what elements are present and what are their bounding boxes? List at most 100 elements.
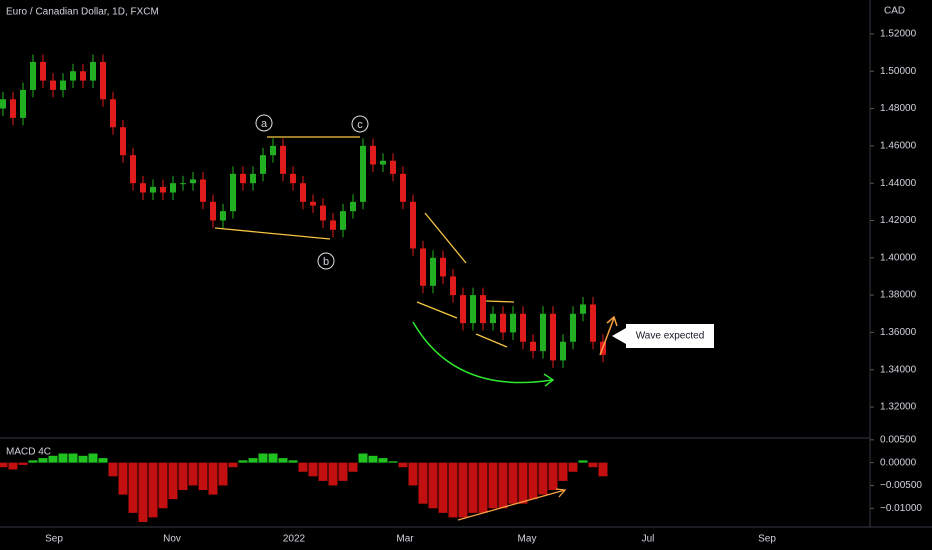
histogram-bar [508,462,518,504]
candle-body [240,173,246,184]
candle-body [280,145,286,174]
histogram-bar [188,462,198,486]
histogram-bar [458,462,468,518]
macd-arrow [457,488,567,521]
histogram-bar [38,458,48,463]
candle-body [440,257,446,277]
candle-body [500,313,506,333]
candle-body [350,201,356,212]
callout [612,324,714,348]
candle-body [170,183,176,193]
histogram-bar [598,462,608,477]
trend-line [214,227,331,240]
candle-body [490,313,496,324]
drawings [214,114,714,521]
histogram-bar [548,462,558,491]
candle-body [380,160,386,165]
candle-body [300,183,306,202]
histogram-bar [138,462,148,522]
candle-body [310,201,316,206]
candle-body [180,183,186,185]
candle-body [160,186,166,193]
curve-arrow [412,321,553,384]
histogram-bar [428,462,438,509]
candle-body [480,295,486,324]
histogram-bar [28,460,38,463]
candle-body [270,145,276,156]
histogram-bar [468,462,478,513]
candle-body [70,71,76,81]
candle-body [510,313,516,333]
x-tick-label: Jul [642,534,655,545]
candle-body [530,341,536,352]
trend-line [424,212,467,264]
x-tick-label: Mar [396,534,414,545]
histogram-bar [8,462,18,470]
candle-body [140,183,146,193]
candle-body [50,80,56,90]
histogram-bar [438,462,448,513]
histogram-bar [218,462,228,486]
candle-body [370,145,376,165]
trend-line [416,301,458,319]
y-tick-label: 1.38000 [880,290,917,301]
candle-body [60,80,66,90]
y-tick-label: 1.42000 [880,215,917,226]
candle-body [20,89,26,118]
candle-body [0,99,6,109]
callout-text: Wave expected [636,331,705,342]
candle-body [580,304,586,314]
histogram-bar [568,462,578,472]
candle-body [190,179,196,184]
candle-body [410,201,416,249]
y-tick-label: 1.36000 [880,327,917,338]
x-tick-label: Sep [758,534,776,545]
candle-body [80,71,86,81]
candle-body [40,61,46,81]
candle-body [400,173,406,202]
candle-body [30,61,36,90]
histogram-bar [78,455,88,463]
candle-body [320,205,326,221]
y-tick-label: −0.00500 [880,480,922,491]
candle-body [590,304,596,342]
candle-body [260,155,266,174]
histogram-bar [498,462,508,509]
label-circle [351,115,369,133]
histogram-bar [368,455,378,463]
candle-body [110,99,116,128]
label-circle [317,252,335,270]
x-tick-label: Sep [45,534,63,545]
wave-arrow [599,315,618,356]
histogram-bar [148,462,158,518]
histogram-bar [228,462,238,468]
histogram-bar [298,462,308,472]
candle-body [340,211,346,230]
histogram-bar [578,460,588,463]
histogram-bar [268,453,278,463]
x-tick-label: 2022 [283,534,306,545]
histogram-bar [388,461,398,463]
histogram-bar [418,462,428,504]
histogram-bar [238,460,248,463]
histogram-bar [18,462,28,465]
candle-body [550,313,556,361]
candle-body [120,127,126,156]
chart-title: Euro / Canadian Dollar, 1D, FXCM [6,7,159,18]
wave-label: a [261,118,268,130]
histogram-bar [358,453,368,463]
histogram-bar [58,453,68,463]
candle-body [330,220,336,230]
histogram-bar [288,460,298,463]
candle-body [540,313,546,352]
candle-body [220,211,226,221]
y-tick-label: 0.00000 [880,457,917,468]
candle-body [90,61,96,81]
candle-body [250,173,256,184]
histogram-bar [258,453,268,463]
candle-body [430,257,436,286]
histogram-bar [128,462,138,513]
candle-body [390,160,396,174]
label-circle [255,114,273,132]
